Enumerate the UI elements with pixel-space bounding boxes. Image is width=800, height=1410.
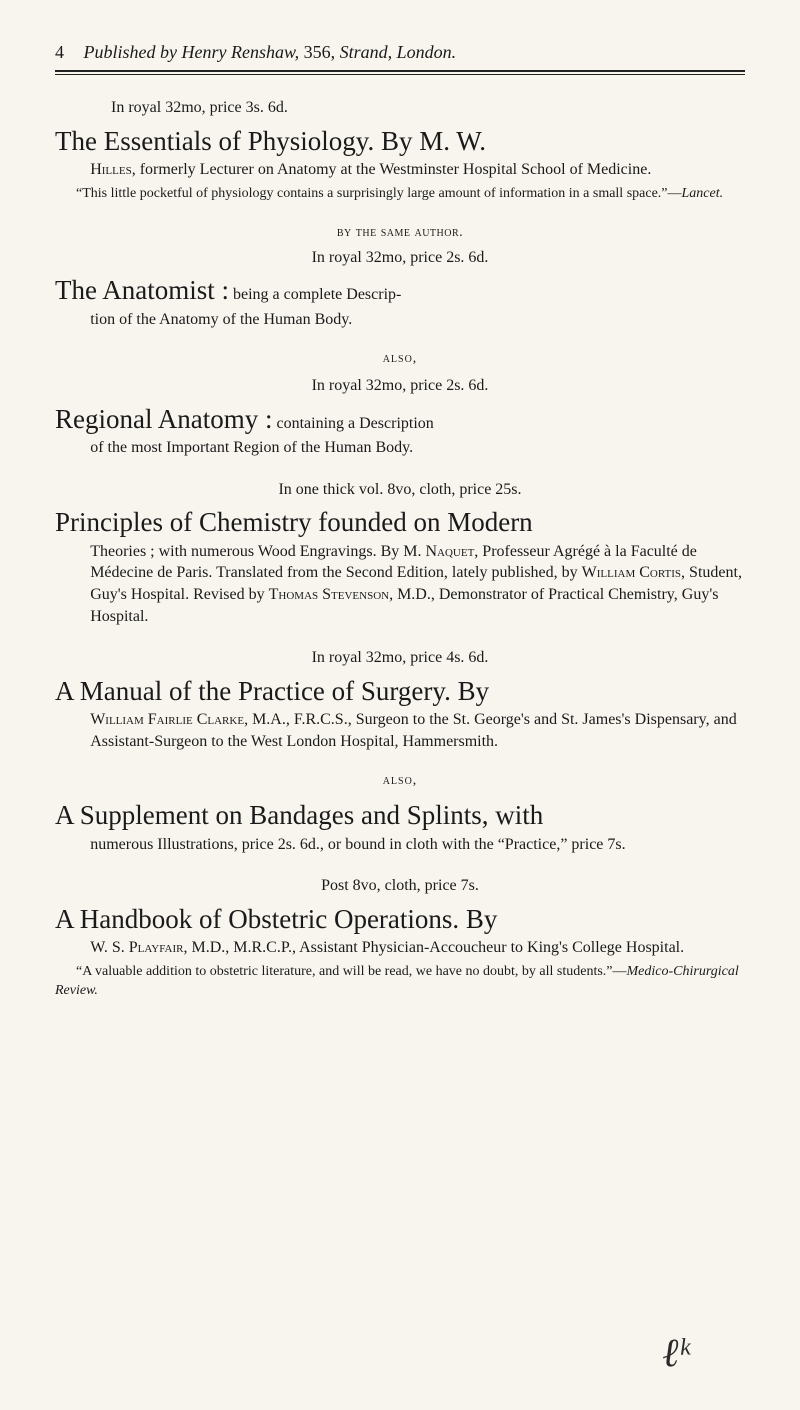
entry-title-body: A Manual of the Practice of Surgery. ByW… xyxy=(55,673,745,753)
catalog-entry: also, A Supplement on Bandages and Splint… xyxy=(55,772,745,855)
review-quote: “This little pocketful of physiology con… xyxy=(55,185,745,204)
catalog-entry: also, In royal 32mo, price 2s. 6d. Regiona… xyxy=(55,350,745,459)
running-head-title-1: Published by Henry Renshaw, xyxy=(84,42,300,62)
also-heading: also, xyxy=(55,772,745,791)
catalog-entry: In royal 32mo, price 4s. 6d. A Manual of … xyxy=(55,647,745,752)
format-price-line: In royal 32mo, price 2s. 6d. xyxy=(55,375,745,397)
entry-title-body: A Handbook of Obstetric Operations. ByW.… xyxy=(55,901,745,959)
catalog-entry: In one thick vol. 8vo, cloth, price 25s.… xyxy=(55,479,745,627)
review-quote: “A valuable addition to obstetric litera… xyxy=(55,963,745,1001)
catalog-entry: Post 8vo, cloth, price 7s. A Handbook of … xyxy=(55,875,745,1000)
entry-title-body: The Anatomist : being a complete Descrip… xyxy=(55,272,745,330)
running-head-title-2: Strand, London. xyxy=(340,42,457,62)
running-head: 4 Published by Henry Renshaw, 356, Stran… xyxy=(55,40,745,64)
entry-title-body: Principles of Chemistry founded on Moder… xyxy=(55,504,745,627)
entry-title-body: Regional Anatomy : containing a Descript… xyxy=(55,401,745,459)
catalog-entry: by the same author. In royal 32mo, price … xyxy=(55,224,745,331)
catalog-entry: In royal 32mo, price 3s. 6d. The Essentia… xyxy=(55,97,745,204)
entries-container: In royal 32mo, price 3s. 6d. The Essentia… xyxy=(55,97,745,1001)
by-same-author: by the same author. xyxy=(55,224,745,243)
entry-title-body: The Essentials of Physiology. By M. W.Hi… xyxy=(55,123,745,181)
format-price-line: In royal 32mo, price 3s. 6d. xyxy=(55,97,745,119)
page-number: 4 xyxy=(55,40,79,64)
entry-title-body: A Supplement on Bandages and Splints, wi… xyxy=(55,797,745,855)
format-price-line: In one thick vol. 8vo, cloth, price 25s. xyxy=(55,479,745,501)
running-head-middle: 356, xyxy=(299,42,340,62)
rule-thin xyxy=(55,74,745,75)
format-price-line: Post 8vo, cloth, price 7s. xyxy=(55,875,745,897)
also-heading: also, xyxy=(55,350,745,369)
book-page: 4 Published by Henry Renshaw, 356, Stran… xyxy=(0,0,800,1410)
rule-thick xyxy=(55,70,745,72)
format-price-line: In royal 32mo, price 2s. 6d. xyxy=(55,247,745,269)
format-price-line: In royal 32mo, price 4s. 6d. xyxy=(55,647,745,669)
handwritten-doodle: ℓᵏ xyxy=(661,1326,691,1381)
